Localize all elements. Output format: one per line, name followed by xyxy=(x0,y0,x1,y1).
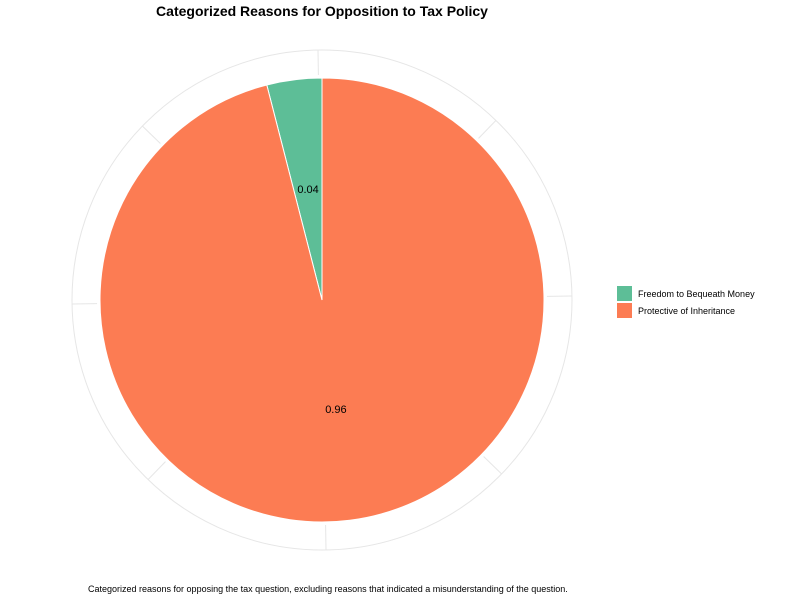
legend-label: Protective of Inheritance xyxy=(638,305,736,316)
slice-label-protective-of-inheritance: 0.96 xyxy=(325,404,346,416)
legend-swatch xyxy=(617,303,632,318)
pie-slices xyxy=(99,77,545,523)
legend-label: Freedom to Bequeath Money xyxy=(638,288,755,299)
grid-spoke xyxy=(483,456,502,475)
slice-label-freedom-to-bequeath-money: 0.04 xyxy=(297,184,318,196)
chart-caption: Categorized reasons for opposing the tax… xyxy=(88,584,568,594)
grid-spoke xyxy=(478,120,497,139)
grid-spoke xyxy=(147,461,166,480)
grid-spoke xyxy=(142,125,161,144)
legend-swatch xyxy=(617,286,632,301)
slice-labels: 0.04 0.96 xyxy=(297,184,346,416)
legend-item-freedom-to-bequeath-money: Freedom to Bequeath Money xyxy=(617,285,755,302)
polar-grid xyxy=(71,49,573,551)
legend: Freedom to Bequeath Money Protective of … xyxy=(617,285,755,319)
pie-slice-protective-of-inheritance xyxy=(99,77,545,523)
grid-circle xyxy=(71,49,573,551)
chart-title: Categorized Reasons for Opposition to Ta… xyxy=(156,3,488,19)
legend-item-protective-of-inheritance: Protective of Inheritance xyxy=(617,302,755,319)
